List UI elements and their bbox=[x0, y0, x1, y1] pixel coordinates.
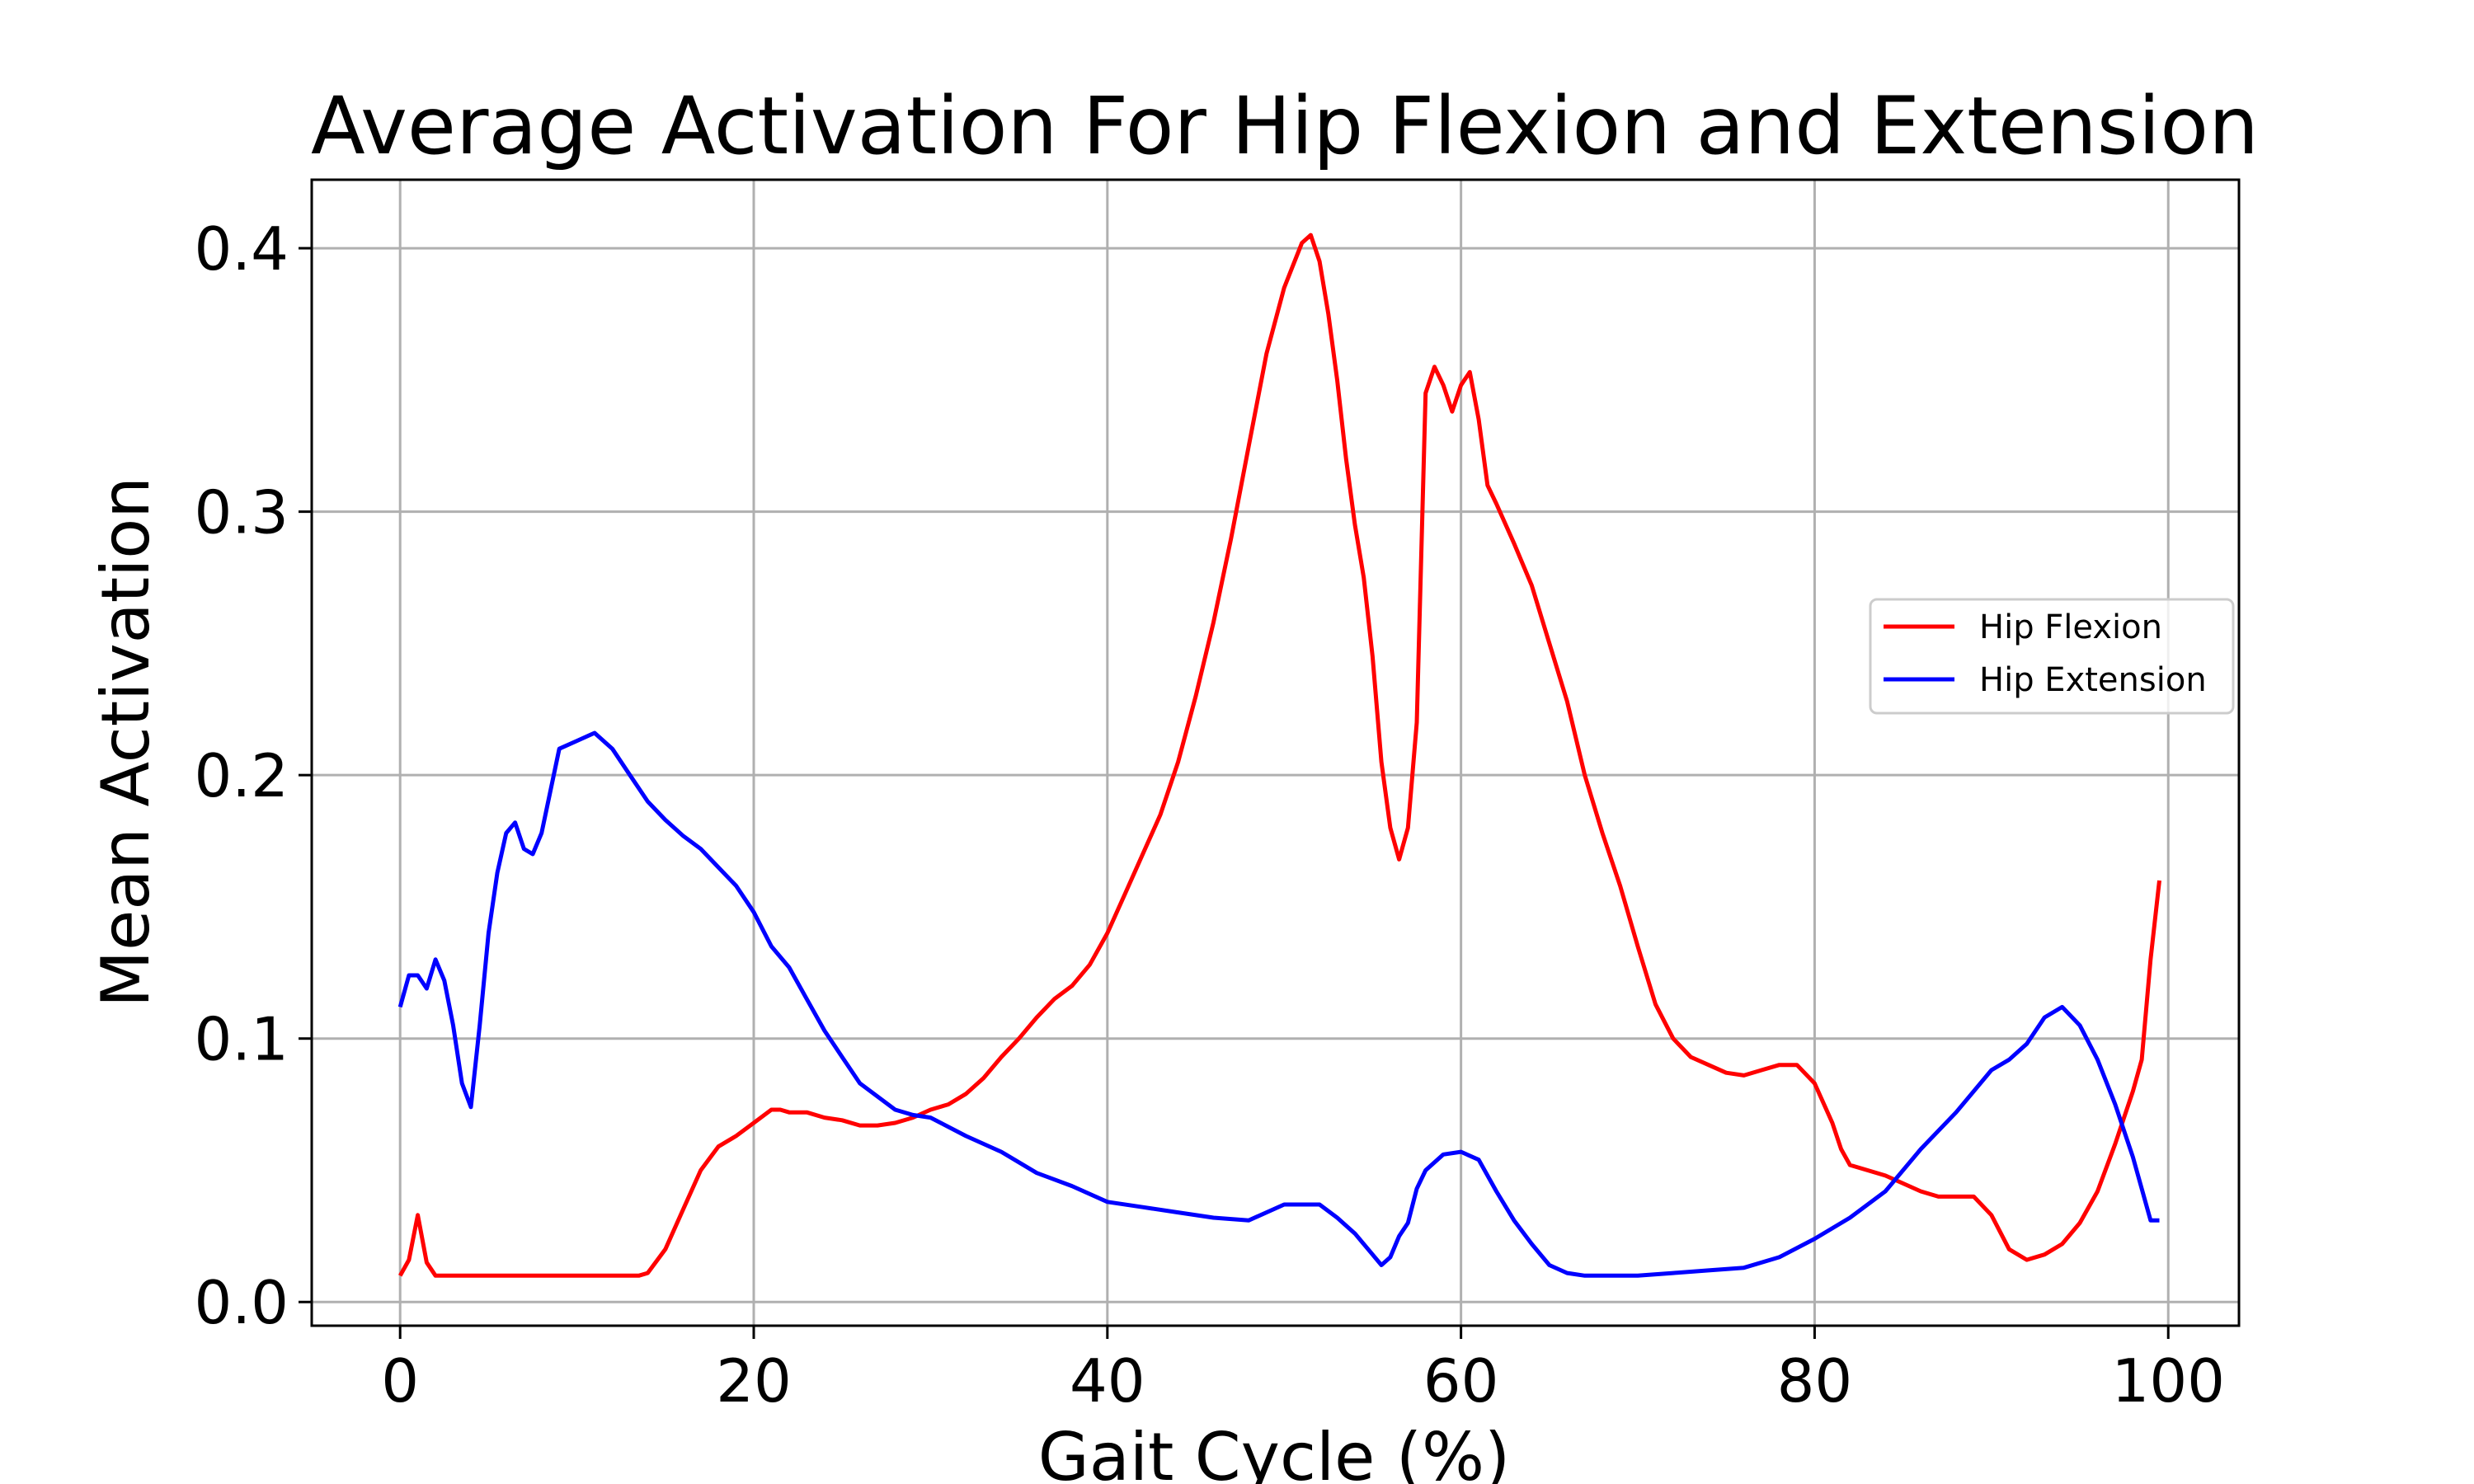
x-tick-label: 0 bbox=[381, 1346, 419, 1416]
legend: Hip Flexion Hip Extension bbox=[1869, 598, 2235, 715]
x-tick-label: 100 bbox=[2112, 1346, 2225, 1416]
y-tick-label: 0.3 bbox=[194, 478, 289, 547]
x-tick-label: 80 bbox=[1777, 1346, 1853, 1416]
x-tick-label: 60 bbox=[1423, 1346, 1499, 1416]
y-axis-label: Mean Activation bbox=[87, 477, 164, 1007]
chart-title: Average Activation For Hip Flexion and E… bbox=[311, 80, 2259, 172]
y-tick-label: 0.0 bbox=[194, 1268, 289, 1337]
plot-frame bbox=[310, 178, 2241, 1327]
series-layer bbox=[397, 232, 2161, 1278]
grid bbox=[312, 180, 2239, 1326]
legend-box bbox=[1869, 598, 2235, 715]
series-line-hip-extension bbox=[397, 730, 2160, 1278]
x-tick-label: 20 bbox=[716, 1346, 792, 1416]
legend-label: Hip Extension bbox=[1979, 661, 2207, 699]
x-tick-label: 40 bbox=[1070, 1346, 1145, 1416]
y-tick-label: 0.1 bbox=[194, 1005, 289, 1074]
legend-label: Hip Flexion bbox=[1979, 608, 2162, 646]
y-tick-label: 0.4 bbox=[194, 214, 289, 284]
series-line-hip-flexion bbox=[398, 232, 2161, 1278]
x-axis-label: Gait Cycle (%) bbox=[1038, 1419, 1511, 1484]
y-tick-label: 0.2 bbox=[194, 741, 289, 810]
ticks: 0 20 40 60 80 100 0.0 0.1 0.2 0.3 0.4 bbox=[194, 214, 2224, 1416]
